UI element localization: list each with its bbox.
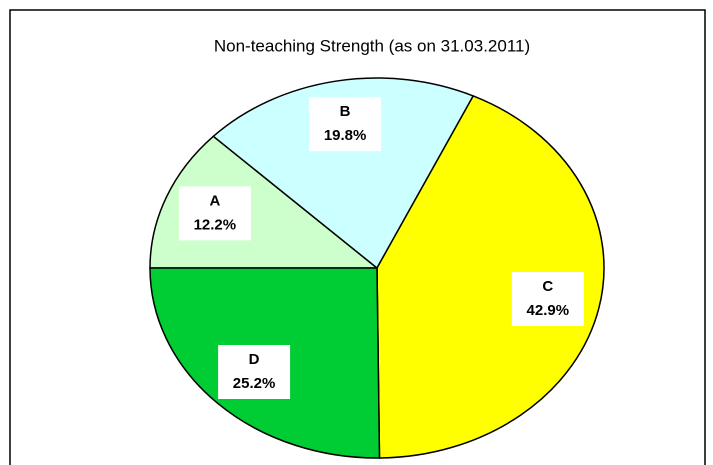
data-label-box (218, 345, 291, 400)
pie-slice (212, 77, 475, 270)
data-label-box (178, 186, 251, 241)
pie-slice (376, 94, 605, 459)
data-label-value: 42.9% (527, 302, 570, 319)
data-label-value: 25.2% (233, 375, 276, 392)
data-label-name: D (249, 351, 260, 368)
chart-title: Non-teaching Strength (as on 31.03.2011) (214, 36, 530, 55)
data-label-box (309, 97, 382, 152)
data-label-value: 19.8% (324, 127, 367, 144)
data-label-box (511, 271, 584, 326)
data-label-value: 12.2% (194, 216, 237, 233)
data-label-name: A (209, 192, 220, 209)
data-label-name: B (340, 103, 351, 120)
data-label-name: C (542, 278, 553, 295)
